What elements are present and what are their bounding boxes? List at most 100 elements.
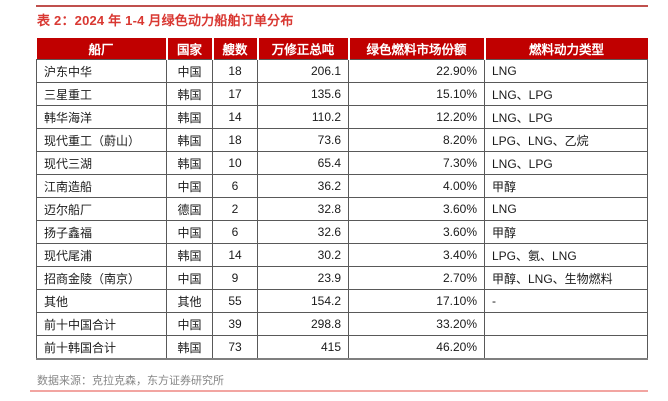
cell-ship-count: 10 (212, 151, 258, 175)
cell-fuel-type: - (484, 289, 648, 313)
cell-country: 中国 (166, 59, 213, 83)
table-row: 三星重工 韩国 17 135.6 15.10% LNG、LPG (36, 82, 648, 106)
cell-market-share: 2.70% (348, 266, 485, 290)
cell-corrected-gross-tons: 298.8 (257, 312, 349, 336)
col-header-shipyard: 船厂 (36, 38, 168, 60)
cell-corrected-gross-tons: 206.1 (257, 59, 349, 83)
cell-shipyard: 韩华海洋 (36, 105, 167, 129)
cell-fuel-type: LNG (484, 59, 648, 83)
table-title: 表 2：2024 年 1-4 月绿色动力船舶订单分布 (37, 13, 294, 28)
cell-country: 韩国 (166, 243, 213, 267)
cell-ship-count: 9 (212, 266, 258, 290)
cell-ship-count: 14 (212, 243, 258, 267)
cell-country: 中国 (166, 220, 213, 244)
cell-fuel-type (484, 312, 648, 336)
cell-shipyard: 三星重工 (36, 82, 167, 106)
cell-ship-count: 73 (212, 335, 258, 360)
cell-fuel-type: LNG、LPG (484, 151, 648, 175)
cell-shipyard: 招商金陵（南京） (36, 266, 167, 290)
cell-ship-count: 6 (212, 174, 258, 198)
cell-country: 韩国 (166, 128, 213, 152)
cell-ship-count: 14 (212, 105, 258, 129)
cell-market-share: 3.40% (348, 243, 485, 267)
cell-market-share: 46.20% (348, 335, 485, 360)
cell-market-share: 3.60% (348, 197, 485, 221)
cell-ship-count: 55 (212, 289, 258, 313)
cell-corrected-gross-tons: 32.6 (257, 220, 349, 244)
col-header-ship-count: 艘数 (212, 38, 259, 60)
cell-ship-count: 18 (212, 59, 258, 83)
header-row: 船厂 国家 艘数 万修正总吨 绿色燃料市场份额 燃料动力类型 (36, 38, 648, 60)
top-divider (36, 5, 648, 7)
cell-shipyard: 现代尾浦 (36, 243, 167, 267)
cell-shipyard: 沪东中华 (36, 59, 167, 83)
cell-market-share: 12.20% (348, 105, 485, 129)
cell-fuel-type: LNG、LPG (484, 82, 648, 106)
cell-market-share: 15.10% (348, 82, 485, 106)
cell-market-share: 4.00% (348, 174, 485, 198)
cell-ship-count: 2 (212, 197, 258, 221)
table-row: 扬子鑫福 中国 6 32.6 3.60% 甲醇 (36, 220, 648, 244)
cell-country: 韩国 (166, 335, 213, 360)
cell-fuel-type: LPG、氨、LNG (484, 243, 648, 267)
cell-corrected-gross-tons: 154.2 (257, 289, 349, 313)
cell-shipyard: 现代重工（蔚山） (36, 128, 167, 152)
cell-corrected-gross-tons: 23.9 (257, 266, 349, 290)
cell-country: 其他 (166, 289, 213, 313)
col-header-corrected-gross-tons: 万修正总吨 (257, 38, 350, 60)
cell-fuel-type: LPG、LNG、乙烷 (484, 128, 648, 152)
cell-country: 韩国 (166, 151, 213, 175)
cell-country: 韩国 (166, 105, 213, 129)
cell-fuel-type: 甲醇 (484, 220, 648, 244)
cell-corrected-gross-tons: 135.6 (257, 82, 349, 106)
table-row: 沪东中华 中国 18 206.1 22.90% LNG (36, 59, 648, 83)
cell-country: 韩国 (166, 82, 213, 106)
table-row: 迈尔船厂 德国 2 32.8 3.60% LNG (36, 197, 648, 221)
cell-market-share: 17.10% (348, 289, 485, 313)
cell-shipyard: 现代三湖 (36, 151, 167, 175)
data-source-note: 数据来源：克拉克森，东方证券研究所 (37, 375, 224, 387)
bottom-divider (30, 390, 648, 392)
cell-country: 德国 (166, 197, 213, 221)
cell-fuel-type: LNG、LPG (484, 105, 648, 129)
cell-shipyard: 前十韩国合计 (36, 335, 167, 360)
cell-shipyard: 江南造船 (36, 174, 167, 198)
cell-ship-count: 18 (212, 128, 258, 152)
table-row: 江南造船 中国 6 36.2 4.00% 甲醇 (36, 174, 648, 198)
cell-market-share: 8.20% (348, 128, 485, 152)
cell-shipyard: 扬子鑫福 (36, 220, 167, 244)
cell-market-share: 22.90% (348, 59, 485, 83)
cell-corrected-gross-tons: 32.8 (257, 197, 349, 221)
table-row: 前十韩国合计 韩国 73 415 46.20% (36, 335, 648, 360)
cell-ship-count: 39 (212, 312, 258, 336)
cell-corrected-gross-tons: 415 (257, 335, 349, 360)
cell-fuel-type (484, 335, 648, 360)
cell-country: 中国 (166, 312, 213, 336)
table-row: 前十中国合计 中国 39 298.8 33.20% (36, 312, 648, 336)
cell-fuel-type: 甲醇、LNG、生物燃料 (484, 266, 648, 290)
cell-corrected-gross-tons: 65.4 (257, 151, 349, 175)
table-row: 招商金陵（南京） 中国 9 23.9 2.70% 甲醇、LNG、生物燃料 (36, 266, 648, 290)
col-header-fuel-type: 燃料动力类型 (484, 38, 648, 60)
table-row: 现代重工（蔚山） 韩国 18 73.6 8.20% LPG、LNG、乙烷 (36, 128, 648, 152)
table-row: 现代三湖 韩国 10 65.4 7.30% LNG、LPG (36, 151, 648, 175)
cell-market-share: 7.30% (348, 151, 485, 175)
green-power-ship-orders-table: 船厂 国家 艘数 万修正总吨 绿色燃料市场份额 燃料动力类型 沪东中华 中国 18 2… (36, 38, 648, 360)
cell-fuel-type: 甲醇 (484, 174, 648, 198)
table-row: 其他 其他 55 154.2 17.10% - (36, 289, 648, 313)
table-row: 现代尾浦 韩国 14 30.2 3.40% LPG、氨、LNG (36, 243, 648, 267)
col-header-country: 国家 (166, 38, 214, 60)
cell-shipyard: 其他 (36, 289, 167, 313)
cell-country: 中国 (166, 266, 213, 290)
cell-market-share: 33.20% (348, 312, 485, 336)
cell-ship-count: 17 (212, 82, 258, 106)
cell-corrected-gross-tons: 73.6 (257, 128, 349, 152)
cell-shipyard: 迈尔船厂 (36, 197, 167, 221)
cell-corrected-gross-tons: 30.2 (257, 243, 349, 267)
cell-ship-count: 6 (212, 220, 258, 244)
cell-corrected-gross-tons: 36.2 (257, 174, 349, 198)
cell-market-share: 3.60% (348, 220, 485, 244)
col-header-market-share: 绿色燃料市场份额 (348, 38, 486, 60)
cell-country: 中国 (166, 174, 213, 198)
